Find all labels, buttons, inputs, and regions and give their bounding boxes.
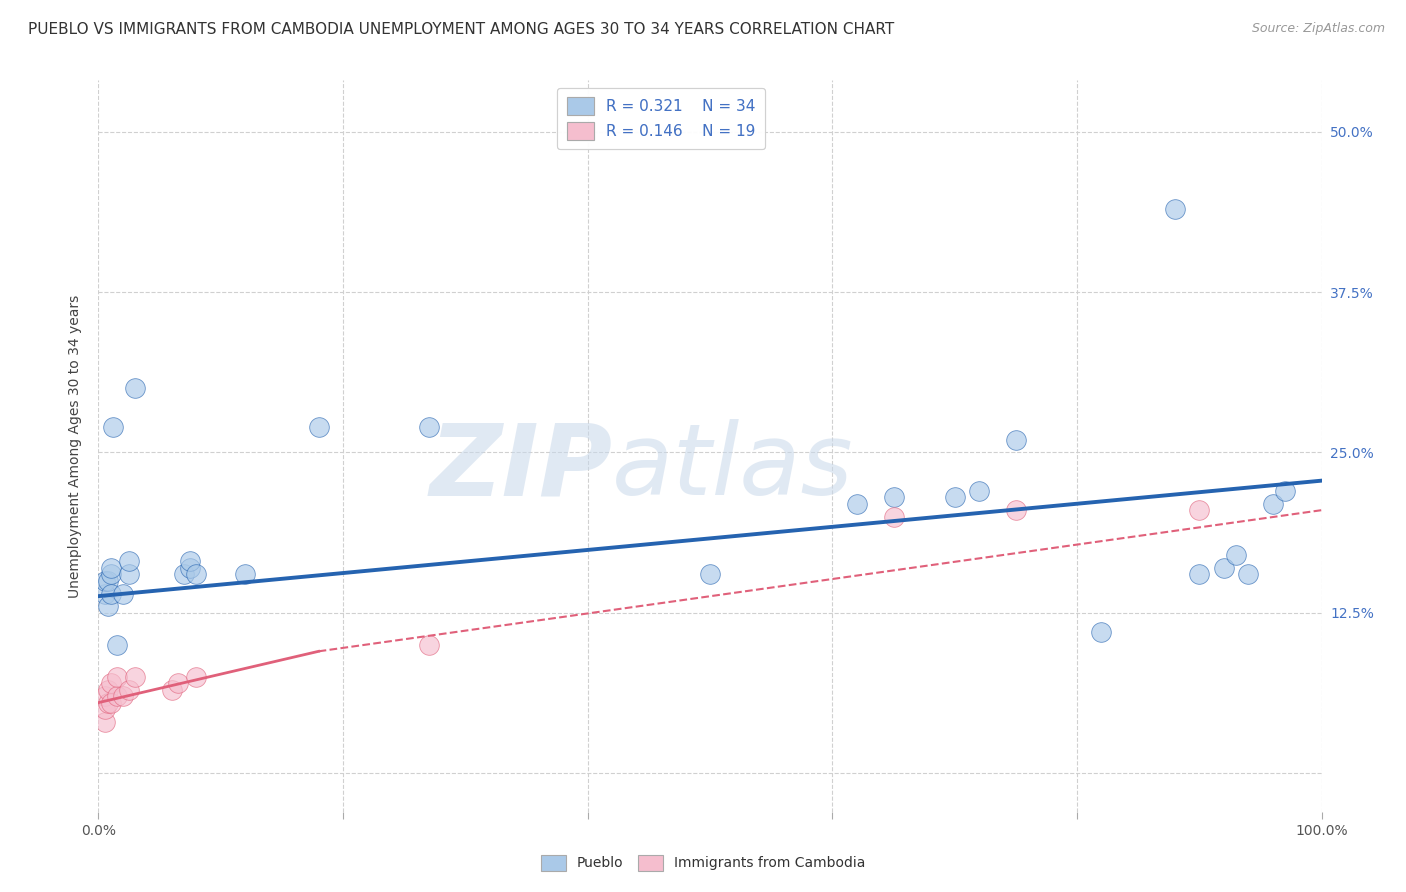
Point [943,491,966,505]
Point [1090,625,1112,640]
Point [160,682,183,697]
Point [100,696,122,710]
Point [105,690,128,704]
Point [124,381,146,395]
Legend: Pueblo, Immigrants from Cambodia: Pueblo, Immigrants from Cambodia [536,849,870,876]
Point [1237,567,1260,582]
Point [308,419,330,434]
Point [1188,503,1211,517]
Point [1274,483,1296,498]
Point [1004,433,1026,447]
Text: ZIP: ZIP [429,419,612,516]
Text: atlas: atlas [612,419,853,516]
Point [1225,548,1247,562]
Point [186,670,208,684]
Point [93,586,115,600]
Point [97,599,120,614]
Point [111,690,134,704]
Point [167,676,190,690]
Text: Source: ZipAtlas.com: Source: ZipAtlas.com [1251,22,1385,36]
Point [179,554,201,568]
Point [699,567,721,582]
Point [93,714,115,729]
Legend: R = 0.321    N = 34, R = 0.146    N = 19: R = 0.321 N = 34, R = 0.146 N = 19 [557,88,765,149]
Point [418,419,440,434]
Point [111,586,134,600]
Point [233,567,256,582]
Point [97,574,120,588]
Point [186,567,208,582]
Point [1212,561,1234,575]
Point [100,567,122,582]
Point [1188,567,1211,582]
Point [124,670,146,684]
Point [1004,503,1026,517]
Point [97,682,120,697]
Y-axis label: Unemployment Among Ages 30 to 34 years: Unemployment Among Ages 30 to 34 years [69,294,83,598]
Point [100,586,122,600]
Point [105,638,128,652]
Text: PUEBLO VS IMMIGRANTS FROM CAMBODIA UNEMPLOYMENT AMONG AGES 30 TO 34 YEARS CORREL: PUEBLO VS IMMIGRANTS FROM CAMBODIA UNEMP… [28,22,894,37]
Point [418,638,440,652]
Point [1164,202,1187,216]
Point [173,567,195,582]
Point [97,696,120,710]
Point [883,491,905,505]
Point [101,419,124,434]
Point [118,554,141,568]
Point [118,682,141,697]
Point [100,676,122,690]
Point [1261,497,1284,511]
Point [883,509,905,524]
Point [118,567,141,582]
Point [93,574,115,588]
Point [100,561,122,575]
Point [967,483,990,498]
Point [93,690,115,704]
Point [105,670,128,684]
Point [179,561,201,575]
Point [93,702,115,716]
Point [845,497,868,511]
